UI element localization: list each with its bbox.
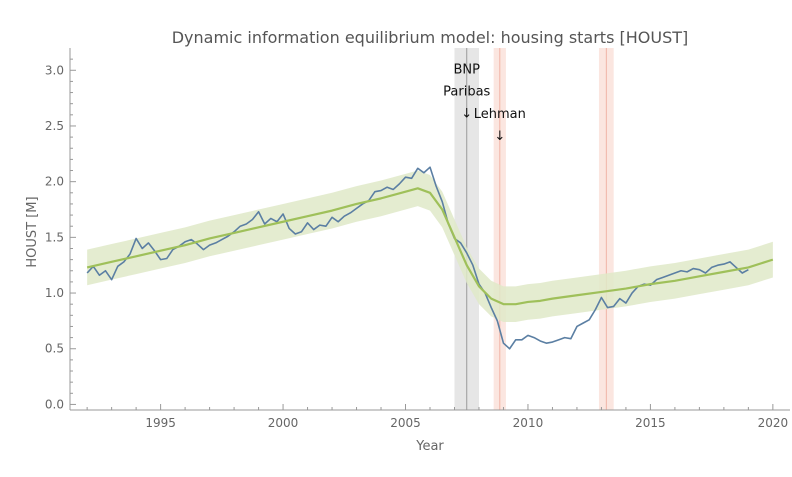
annotation-2-arrow: ↓ (494, 129, 505, 144)
annotation-1-arrow: ↓ (461, 107, 472, 122)
series-layer (86, 166, 774, 350)
y-tick-label-2.0: 2.0 (45, 175, 64, 189)
y-tick-label-1.5: 1.5 (45, 230, 64, 244)
model-line (86, 187, 774, 306)
annotation-1-line-1: BNP (453, 63, 480, 78)
x-tick-label-2010: 2010 (513, 416, 544, 430)
annotation-2-line-1: Lehman (474, 107, 526, 122)
axes: 1995 2000 2005 2010 2015 2020 0.0 0.5 1.0 1.5 2.0 2… (45, 48, 790, 430)
chart-title: Dynamic information equilibrium model: h… (172, 28, 689, 47)
x-tick-label-2005: 2005 (390, 416, 421, 430)
uncertainty-band-layer (87, 170, 773, 323)
y-axis-label: HOUST [M] (25, 196, 40, 267)
x-tick-label-2000: 2000 (268, 416, 299, 430)
y-tick-label-0.0: 0.0 (45, 397, 64, 411)
y-tick-label-0.5: 0.5 (45, 342, 64, 356)
y-tick-label-1.0: 1.0 (45, 286, 64, 300)
x-axis-label: Year (415, 439, 444, 454)
y-tick-label-2.5: 2.5 (45, 119, 64, 133)
x-tick-label-2015: 2015 (635, 416, 666, 430)
x-tick-label-2020: 2020 (758, 416, 789, 430)
y-tick-label-3.0: 3.0 (45, 63, 64, 77)
annotation-1-line-2: Paribas (443, 85, 490, 100)
x-tick-label-1995: 1995 (145, 416, 176, 430)
recession-layer (454, 48, 614, 410)
model-uncertainty-band (87, 170, 773, 323)
